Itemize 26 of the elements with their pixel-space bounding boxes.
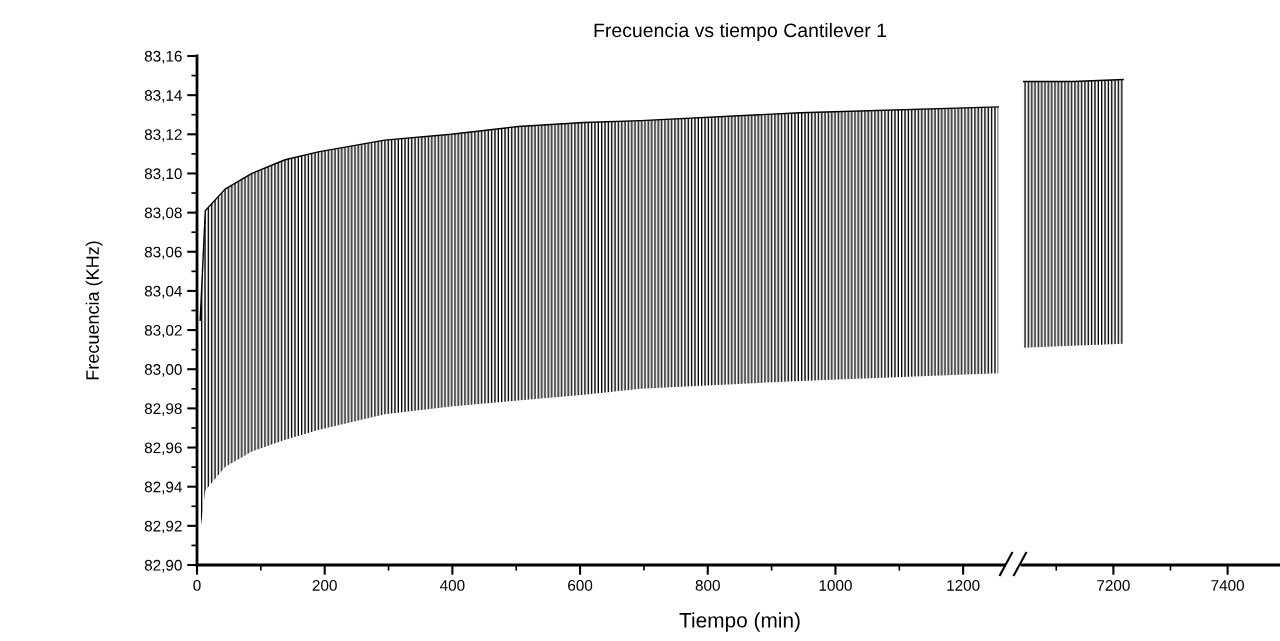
x-tick-label: 7200 <box>1097 579 1130 591</box>
y-tick-label: 83,10 <box>144 168 182 181</box>
y-tick-label: 83,08 <box>144 207 182 221</box>
y-tick-label: 82,92 <box>144 520 182 534</box>
x-tick-label: 600 <box>568 579 593 591</box>
x-tick-label: 1000 <box>819 579 852 591</box>
y-tick-label: 83,06 <box>144 246 182 260</box>
y-tick-label: 83,02 <box>144 324 182 338</box>
x-axis-title: Tiempo (min) <box>679 612 800 632</box>
y-tick-label: 83,00 <box>144 364 182 377</box>
y-axis-title: Frecuencia (KHz) <box>85 241 103 380</box>
x-tick-label: 800 <box>695 579 720 591</box>
x-tick-label: 0 <box>193 579 201 591</box>
x-tick-label: 400 <box>439 579 465 591</box>
y-tick-label: 82,90 <box>144 559 182 573</box>
y-tick-label: 82,94 <box>144 481 182 495</box>
x-tick-label: 1200 <box>947 579 980 591</box>
x-tick-label: 7400 <box>1211 579 1244 591</box>
y-tick-label: 83,12 <box>144 129 182 142</box>
y-tick-label: 82,96 <box>144 442 182 456</box>
x-tick-label: 200 <box>312 579 337 591</box>
y-tick-label: 83,14 <box>144 90 182 103</box>
chart-title: Frecuencia vs tiempo Cantilever 1 <box>594 22 887 42</box>
y-tick-label: 82,98 <box>144 403 182 416</box>
y-tick-label: 83,16 <box>144 50 182 64</box>
y-tick-label: 83,04 <box>144 285 182 299</box>
